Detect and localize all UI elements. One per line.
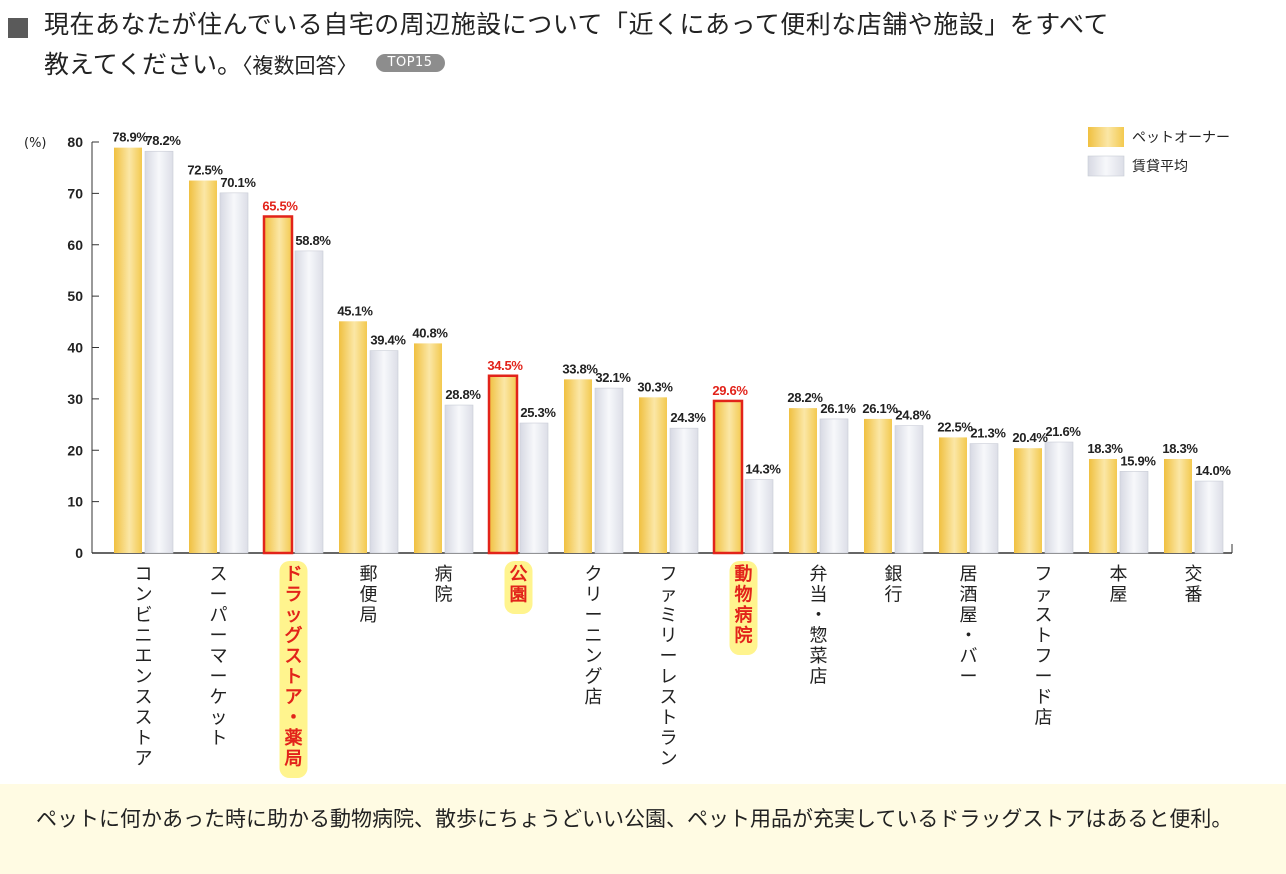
category-label: コンビニエンスストア [135,564,153,770]
value-label-rent: 28.8% [445,387,481,402]
bar-rent [520,423,548,553]
value-label-rent: 78.2% [145,133,181,148]
category-label: スーパーマーケット [210,564,228,749]
bar-owner [939,437,967,553]
value-label-owner: 65.5% [262,198,298,213]
bar-rent [670,428,698,553]
value-label-owner: 22.5% [937,419,973,434]
bar-owner [1164,459,1192,553]
bar-rent [1045,442,1073,553]
bar-owner [864,419,892,553]
bar-rent [445,405,473,553]
category-label: 郵便局 [360,564,378,626]
bar-rent [370,351,398,553]
y-tick-label: 80 [67,134,83,150]
bar-rent [895,426,923,553]
y-tick-label: 0 [75,545,83,561]
category-label: 居酒屋・バー [960,564,978,688]
value-label-owner: 30.3% [637,379,673,394]
y-tick-label: 50 [67,288,83,304]
value-label-owner: 29.6% [712,383,748,398]
y-tick-label: 60 [67,237,83,253]
value-label-owner: 18.3% [1087,441,1123,456]
y-axis-unit-label: (%) [24,136,47,151]
category-label: 動物病院 [735,563,753,647]
y-tick-label: 70 [67,185,83,201]
legend-label-rent: 賃貸平均 [1132,159,1188,175]
comment-box: ペットに何かあった時に助かる動物病院、散歩にちょうどいい公園、ペット用品が充実し… [0,784,1286,874]
category-label: 弁当・惣菜店 [810,564,828,688]
value-label-rent: 21.6% [1045,424,1081,439]
bar-rent [295,251,323,553]
bar-rent [970,444,998,553]
value-label-rent: 14.3% [745,462,781,477]
value-label-rent: 25.3% [520,405,556,420]
value-label-rent: 15.9% [1120,453,1156,468]
value-label-owner: 34.5% [487,358,523,373]
legend-label-owner: ペットオーナー [1132,130,1230,146]
bar-owner [714,401,742,553]
facility-bar-chart: 0 10 20 30 40 50 60 70 80 (%) 78.9%78.2% 72.5%70.1… [0,0,1286,784]
category-label: クリーニング店 [585,564,603,708]
y-tick-label: 10 [67,494,83,510]
bar-owner [414,343,442,553]
value-label-rent: 21.3% [970,426,1006,441]
bar-owner [1014,448,1042,553]
bar-owner [114,148,142,553]
bar-owner [339,321,367,553]
bar-owner [489,376,517,553]
bar-rent [820,419,848,553]
bar-owner [264,216,292,553]
category-label: 交番 [1185,564,1203,606]
y-tick-label: 30 [67,391,83,407]
category-label: 本屋 [1110,564,1128,606]
value-label-owner: 28.2% [787,390,823,405]
bar-owner [564,379,592,553]
category-label: ファミリーレストラン [660,564,678,770]
bar-rent [1195,481,1223,553]
value-label-owner: 26.1% [862,401,898,416]
bar-rent [145,151,173,553]
category-label: 銀行 [885,564,903,606]
category-label: ドラッグストア・薬局 [285,564,303,770]
legend-swatch-owner [1088,127,1124,147]
value-label-rent: 24.8% [895,408,931,423]
bar-owner [789,408,817,553]
bar-rent [1120,471,1148,553]
y-tick-label: 40 [67,340,83,356]
bar-rent [745,480,773,553]
value-label-rent: 26.1% [820,401,856,416]
bar-owner [639,397,667,553]
value-label-owner: 40.8% [412,325,448,340]
legend-swatch-rent [1088,156,1124,176]
category-label: 病院 [435,564,453,606]
bar-owner [1089,459,1117,553]
value-label-owner: 18.3% [1162,441,1198,456]
comment-text: ペットに何かあった時に助かる動物病院、散歩にちょうどいい公園、ペット用品が充実し… [36,802,1281,836]
value-label-rent: 24.3% [670,410,706,425]
bar-rent [220,193,248,553]
value-label-rent: 39.4% [370,333,406,348]
value-label-owner: 33.8% [562,361,598,376]
value-label-rent: 14.0% [1195,463,1231,478]
value-label-owner: 72.5% [187,163,223,178]
value-label-rent: 32.1% [595,370,631,385]
value-label-rent: 58.8% [295,233,331,248]
y-tick-label: 20 [67,442,83,458]
value-label-owner: 45.1% [337,303,373,318]
bar-rent [595,388,623,553]
category-label: ファストフード店 [1035,564,1053,729]
value-label-owner: 20.4% [1012,430,1048,445]
value-label-owner: 78.9% [112,130,148,145]
bar-owner [189,181,217,553]
category-label: 公園 [510,564,528,606]
value-label-rent: 70.1% [220,175,256,190]
